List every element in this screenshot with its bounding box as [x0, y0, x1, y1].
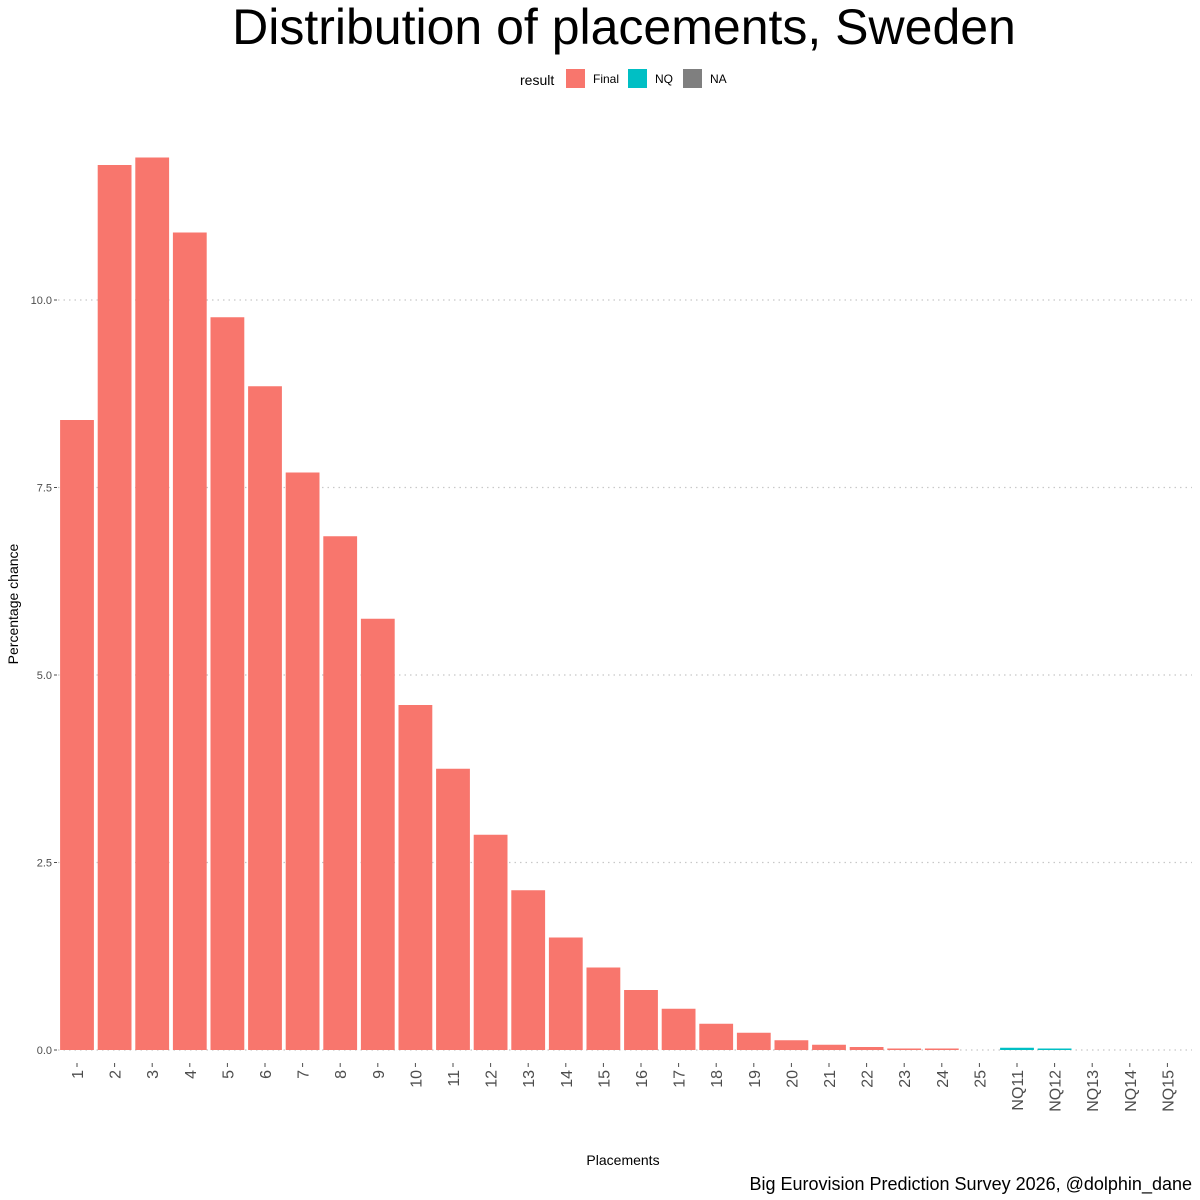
bar-final-17 — [661, 1008, 696, 1050]
x-tick-label: 20 — [784, 1070, 801, 1088]
legend-label-na: NA — [710, 72, 727, 86]
bar-final-4 — [172, 232, 207, 1050]
bar-final-12 — [473, 834, 508, 1050]
x-tick-label: 12 — [484, 1070, 501, 1088]
y-axis-title: Percentage chance — [5, 543, 21, 664]
legend-key-na — [683, 69, 702, 88]
bar-final-5 — [210, 317, 245, 1050]
caption: Big Eurovision Prediction Survey 2026, @… — [749, 1174, 1192, 1195]
legend-label-nq: NQ — [655, 72, 673, 86]
chart-title: Distribution of placements, Sweden — [232, 0, 1016, 55]
x-tick-label: 8 — [333, 1070, 350, 1079]
x-tick-label: 3 — [145, 1070, 162, 1079]
bar-final-18 — [699, 1023, 734, 1050]
legend-label-final: Final — [593, 72, 619, 86]
x-tick-label: NQ12 — [1048, 1070, 1065, 1112]
y-tick-label: 5.0 — [37, 670, 52, 682]
x-tick-label: 2 — [108, 1070, 125, 1079]
legend-key-final — [566, 69, 585, 88]
bar-final-23 — [887, 1048, 922, 1050]
bars — [60, 157, 1072, 1050]
x-tick-label: NQ14 — [1123, 1070, 1140, 1112]
bar-final-21 — [812, 1044, 846, 1050]
x-tick-label: 1 — [70, 1070, 87, 1079]
bar-final-1 — [60, 420, 94, 1050]
bar-final-24 — [924, 1048, 959, 1050]
x-tick-label: NQ15 — [1160, 1070, 1177, 1112]
y-tick-label: 2.5 — [37, 858, 52, 870]
x-tick-label: 7 — [296, 1070, 313, 1079]
legend-title: result — [520, 72, 554, 88]
y-tick-label: 7.5 — [37, 483, 52, 495]
bar-final-10 — [398, 705, 433, 1050]
x-axis-title: Placements — [586, 1152, 659, 1168]
bar-nq-nq12 — [1037, 1048, 1072, 1050]
bar-final-16 — [624, 990, 658, 1050]
bar-final-3 — [135, 157, 170, 1050]
bar-final-11 — [436, 768, 470, 1050]
x-tick-label: 15 — [596, 1070, 613, 1088]
x-tick-label: 21 — [822, 1070, 839, 1088]
x-tick-label: 16 — [634, 1070, 651, 1088]
x-tick-label: 18 — [709, 1070, 726, 1088]
bar-final-9 — [360, 618, 395, 1050]
x-tick-label: NQ11 — [1010, 1070, 1027, 1111]
bar-final-7 — [285, 472, 320, 1050]
bar-final-2 — [97, 165, 132, 1050]
x-axis: 1 2 3 4 5 6 7 8 9 10 11 12 13 14 15 16 17 18 19 20 21 22 23 24 2… — [70, 1063, 1177, 1112]
x-tick-label: 24 — [935, 1070, 952, 1088]
x-tick-label: 14 — [559, 1070, 576, 1088]
bar-final-22 — [849, 1047, 884, 1050]
bar-nq-nq11 — [1000, 1047, 1034, 1050]
y-tick-label: 10.0 — [31, 295, 52, 307]
x-tick-label: 6 — [258, 1070, 275, 1079]
bar-final-14 — [548, 937, 583, 1050]
x-tick-label: 5 — [220, 1070, 237, 1079]
bar-final-6 — [248, 386, 282, 1050]
x-tick-label: 4 — [183, 1070, 200, 1079]
bar-final-8 — [323, 536, 358, 1050]
x-tick-label: NQ13 — [1085, 1070, 1102, 1112]
x-tick-label: 19 — [747, 1070, 764, 1088]
x-tick-label: 17 — [672, 1070, 689, 1088]
bar-final-19 — [736, 1032, 771, 1050]
x-tick-label: 9 — [371, 1070, 388, 1079]
x-tick-label: 23 — [897, 1070, 914, 1088]
x-tick-label: 10 — [408, 1070, 425, 1088]
bar-final-15 — [586, 967, 621, 1050]
legend-key-nq — [628, 69, 647, 88]
bar-final-20 — [774, 1040, 809, 1050]
x-tick-label: 25 — [972, 1070, 989, 1088]
x-tick-label: 11 — [446, 1070, 463, 1087]
bar-final-13 — [511, 890, 546, 1050]
x-tick-label: 22 — [860, 1070, 877, 1088]
x-tick-label: 13 — [521, 1070, 538, 1088]
y-axis: 0.0 2.5 5.0 7.5 10.0 — [31, 295, 57, 1057]
legend: result Final NQ NA — [520, 69, 727, 88]
y-tick-label: 0.0 — [37, 1045, 52, 1057]
